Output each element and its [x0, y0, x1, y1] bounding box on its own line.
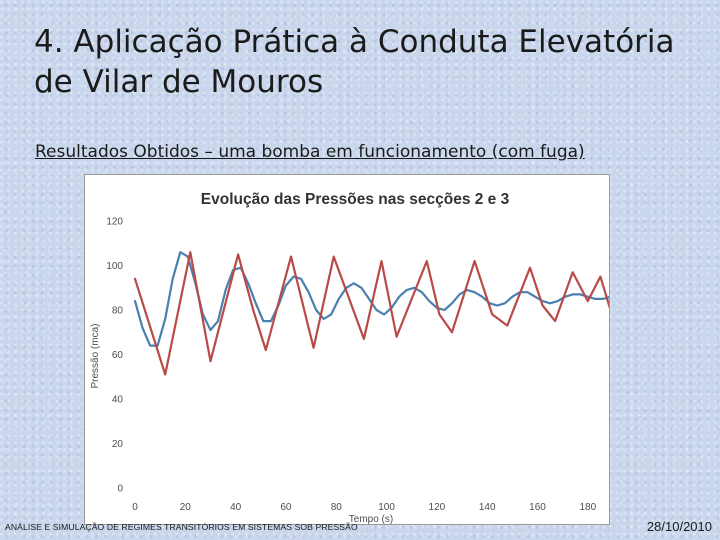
x-tick-label: 160 [529, 502, 546, 513]
chart-panel: Evolução das Pressões nas secções 2 e 3 … [84, 174, 610, 525]
x-tick-label: 120 [429, 502, 446, 513]
y-tick-label: 60 [112, 350, 124, 361]
y-tick-label: 120 [106, 217, 123, 228]
x-tick-label: 140 [479, 502, 496, 513]
x-tick-label: 180 [579, 502, 596, 513]
pressure-chart: Evolução das Pressões nas secções 2 e 3 … [90, 191, 609, 524]
x-tick-label: 20 [180, 502, 192, 513]
x-tick-label: 0 [132, 502, 138, 513]
footer-date: 28/10/2010 [646, 519, 712, 534]
slide-subtitle: Resultados Obtidos – uma bomba em funcio… [35, 142, 585, 162]
series-line-red [133, 251, 609, 376]
slide-title: 4. Aplicação Prática à Conduta Elevatóri… [34, 24, 675, 100]
x-tick-label: 100 [378, 502, 395, 513]
chart-title: Evolução das Pressões nas secções 2 e 3 [201, 191, 510, 208]
chart-series [133, 251, 609, 376]
y-tick-label: 20 [112, 439, 124, 450]
y-tick-label: 0 [117, 484, 123, 495]
y-axis-ticks: 0 20 40 60 80 100 120 [106, 217, 123, 495]
chart-y-axis-label: Pressão (mca) [90, 323, 101, 388]
footer-course-title: ANÁLISE E SIMULAÇÃO DE REGIMES TRANSITÓR… [5, 522, 358, 532]
y-tick-label: 40 [112, 395, 124, 406]
y-tick-label: 100 [106, 261, 123, 272]
x-tick-label: 80 [331, 502, 343, 513]
x-tick-label: 60 [280, 502, 292, 513]
x-axis-ticks: 0 20 40 60 80 100 120 140 160 180 [132, 502, 596, 513]
y-tick-label: 80 [112, 306, 124, 317]
x-tick-label: 40 [230, 502, 242, 513]
chart-x-axis-label: Tempo (s) [349, 514, 393, 524]
